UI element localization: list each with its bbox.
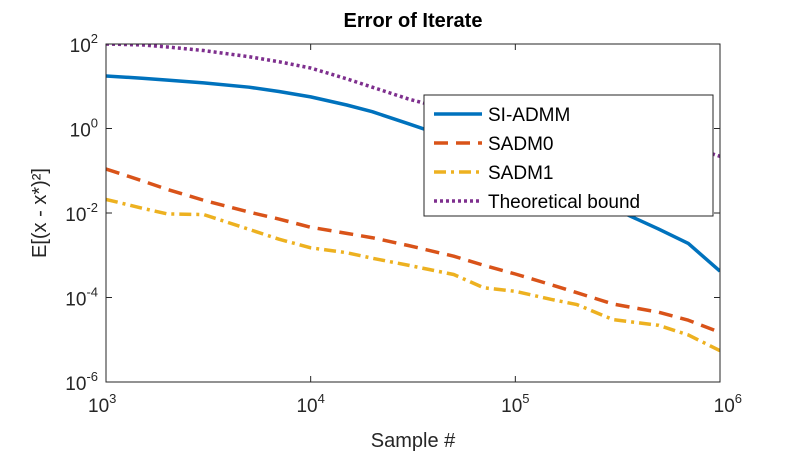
legend-label-1: SADM0 (488, 134, 553, 155)
tick-labels-layer: 103 104 105 106 102 100 10-2 10-4 10-6 (65, 31, 742, 417)
y-tick-label: 100 (70, 116, 98, 142)
x-tick-label: 103 (88, 391, 116, 417)
series-line-2 (106, 197, 720, 353)
y-tick-label: 102 (70, 31, 98, 57)
y-tick-label: 10-6 (65, 369, 98, 395)
legend-label-0: SI-ADMM (488, 105, 570, 126)
y-tick-label: 10-2 (65, 200, 98, 226)
legend-label-2: SADM1 (488, 163, 553, 184)
x-axis-label: Sample # (371, 430, 456, 452)
y-axis-label: E[(x - x*)²] (29, 168, 51, 258)
legend: SI-ADMM SADM0 SADM1 Theoretical bound (423, 94, 714, 217)
ticks-layer (105, 43, 721, 383)
x-tick-label: 106 (714, 391, 742, 417)
x-tick-label: 105 (501, 391, 529, 417)
chart-title: Error of Iterate (344, 10, 483, 32)
legend-label-3: Theoretical bound (488, 192, 640, 213)
y-tick-label: 10-4 (65, 285, 98, 311)
x-tick-label: 104 (296, 391, 324, 417)
series-line-1 (106, 167, 720, 334)
